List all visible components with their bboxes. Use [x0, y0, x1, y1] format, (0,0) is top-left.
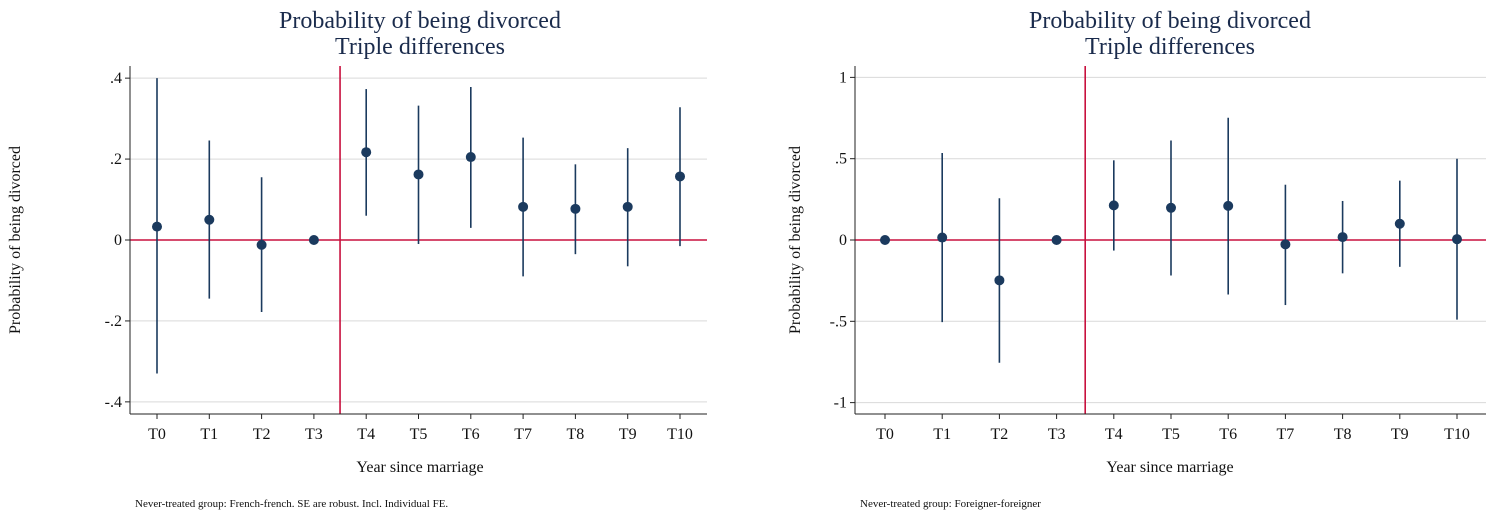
axes: -.4 -.2 0 .2 .4 T0 T1 T2 T3 T4 T5 T6 T7 T8 T9 T10	[105, 66, 707, 443]
left-chart: Probability of being divorced Triple dif…	[7, 8, 707, 510]
x-tick-label: T6	[462, 426, 480, 443]
data-point	[361, 147, 372, 158]
y-tick-label: -.4	[105, 394, 122, 411]
data-point	[413, 169, 424, 180]
data-point	[1280, 239, 1291, 250]
y-tick-label: 0	[839, 232, 847, 249]
data-point	[204, 214, 215, 225]
data-point	[622, 201, 633, 212]
right-chart: Probability of being divorced Triple dif…	[787, 8, 1486, 510]
x-tick-label: T9	[1391, 426, 1409, 443]
x-tick-label: T7	[514, 426, 532, 443]
data-point	[1337, 232, 1348, 243]
x-tick-label: T0	[876, 426, 894, 443]
y-tick-label: .5	[835, 151, 847, 168]
y-tick-label: .2	[110, 151, 122, 168]
y-tick-label: 1	[839, 69, 847, 86]
data-point	[152, 221, 162, 232]
x-tick-label: T7	[1277, 426, 1295, 443]
y-tick-label: -.5	[830, 313, 847, 330]
x-tick-label: T10	[667, 426, 693, 443]
data-point	[1394, 218, 1405, 229]
chart-title-line-1: Probability of being divorced	[279, 8, 561, 34]
data-point	[937, 232, 948, 243]
x-tick-label: T0	[148, 426, 166, 443]
data-point	[1452, 234, 1462, 245]
data-point	[308, 235, 319, 245]
chart-note: Never-treated group: Foreigner-foreigner	[860, 498, 1041, 510]
x-axis-label: Year since marriage	[356, 459, 483, 476]
x-tick-label: T8	[1334, 426, 1352, 443]
data-point	[256, 239, 267, 250]
data-point	[994, 275, 1005, 286]
data-points	[880, 117, 1462, 363]
x-tick-label: T2	[991, 426, 1009, 443]
data-point	[518, 201, 529, 212]
data-point	[465, 152, 476, 163]
axes: -1 -.5 0 .5 1 T0 T1 T2 T3 T4 T5 T6 T7 T8 T9 T10	[830, 66, 1486, 443]
y-tick-label: -1	[834, 395, 847, 412]
x-axis-label: Year since marriage	[1106, 459, 1233, 476]
x-tick-label: T4	[357, 426, 375, 443]
data-point	[570, 203, 581, 214]
x-tick-label: T3	[305, 426, 323, 443]
x-tick-label: T6	[1219, 426, 1237, 443]
y-axis-label: Probability of being divorced	[787, 146, 804, 334]
x-tick-label: T4	[1105, 426, 1123, 443]
data-point	[1223, 200, 1234, 211]
x-tick-label: T3	[1048, 426, 1066, 443]
x-tick-label: T5	[1162, 426, 1180, 443]
x-tick-label: T1	[933, 426, 951, 443]
x-tick-label: T10	[1444, 426, 1470, 443]
data-point	[1051, 235, 1062, 245]
y-tick-label: -.2	[105, 313, 122, 330]
chart-title-line-1: Probability of being divorced	[1029, 8, 1311, 34]
chart-note: Never-treated group: French-french. SE a…	[135, 498, 448, 510]
data-point	[1166, 202, 1176, 213]
x-tick-label: T1	[200, 426, 218, 443]
chart-title-line-2: Triple differences	[1085, 34, 1255, 60]
x-tick-label: T2	[253, 426, 271, 443]
data-point	[675, 171, 685, 182]
data-point	[880, 235, 890, 245]
x-tick-label: T9	[619, 426, 637, 443]
y-tick-label: 0	[114, 232, 122, 249]
data-points	[152, 78, 685, 374]
chart-title-line-2: Triple differences	[335, 34, 505, 60]
data-point	[1108, 200, 1119, 211]
x-tick-label: T5	[410, 426, 428, 443]
y-axis-label: Probability of being divorced	[7, 146, 24, 334]
y-tick-label: .4	[110, 70, 122, 87]
x-tick-label: T8	[567, 426, 585, 443]
